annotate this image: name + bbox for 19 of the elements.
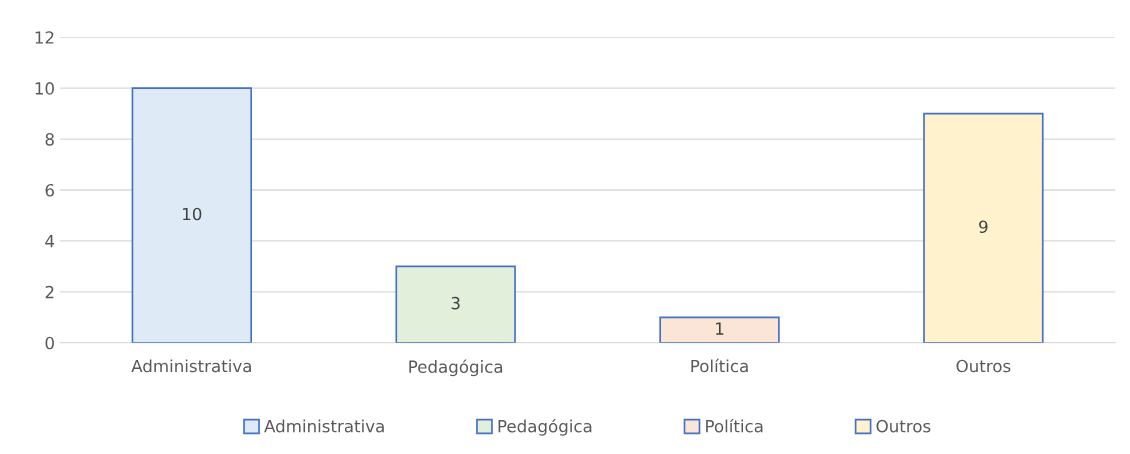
legend-label: Pedagógica <box>498 418 592 436</box>
y-tick-label: 2 <box>45 285 54 299</box>
x-tick-label: Política <box>691 358 748 373</box>
legend-label: Outros <box>876 419 931 433</box>
legend-label: Administrativa <box>264 419 384 433</box>
data-label: 1 <box>716 322 724 335</box>
data-label: 10 <box>183 207 202 221</box>
x-tick-label: Pedagógica <box>409 359 503 377</box>
y-tick-label: 0 <box>45 336 54 350</box>
y-tick-label: 8 <box>45 133 54 146</box>
x-tick-label: Administrativa <box>131 359 251 373</box>
y-tick-label: 6 <box>45 183 54 197</box>
y-tick-label: 12 <box>35 31 54 44</box>
data-label: 9 <box>979 220 988 234</box>
y-tick-label: 10 <box>35 82 54 95</box>
legend-label: Política <box>706 418 763 433</box>
y-tick-label: 4 <box>45 235 55 248</box>
x-tick-label: Outros <box>956 359 1011 373</box>
data-label: 3 <box>451 296 460 310</box>
